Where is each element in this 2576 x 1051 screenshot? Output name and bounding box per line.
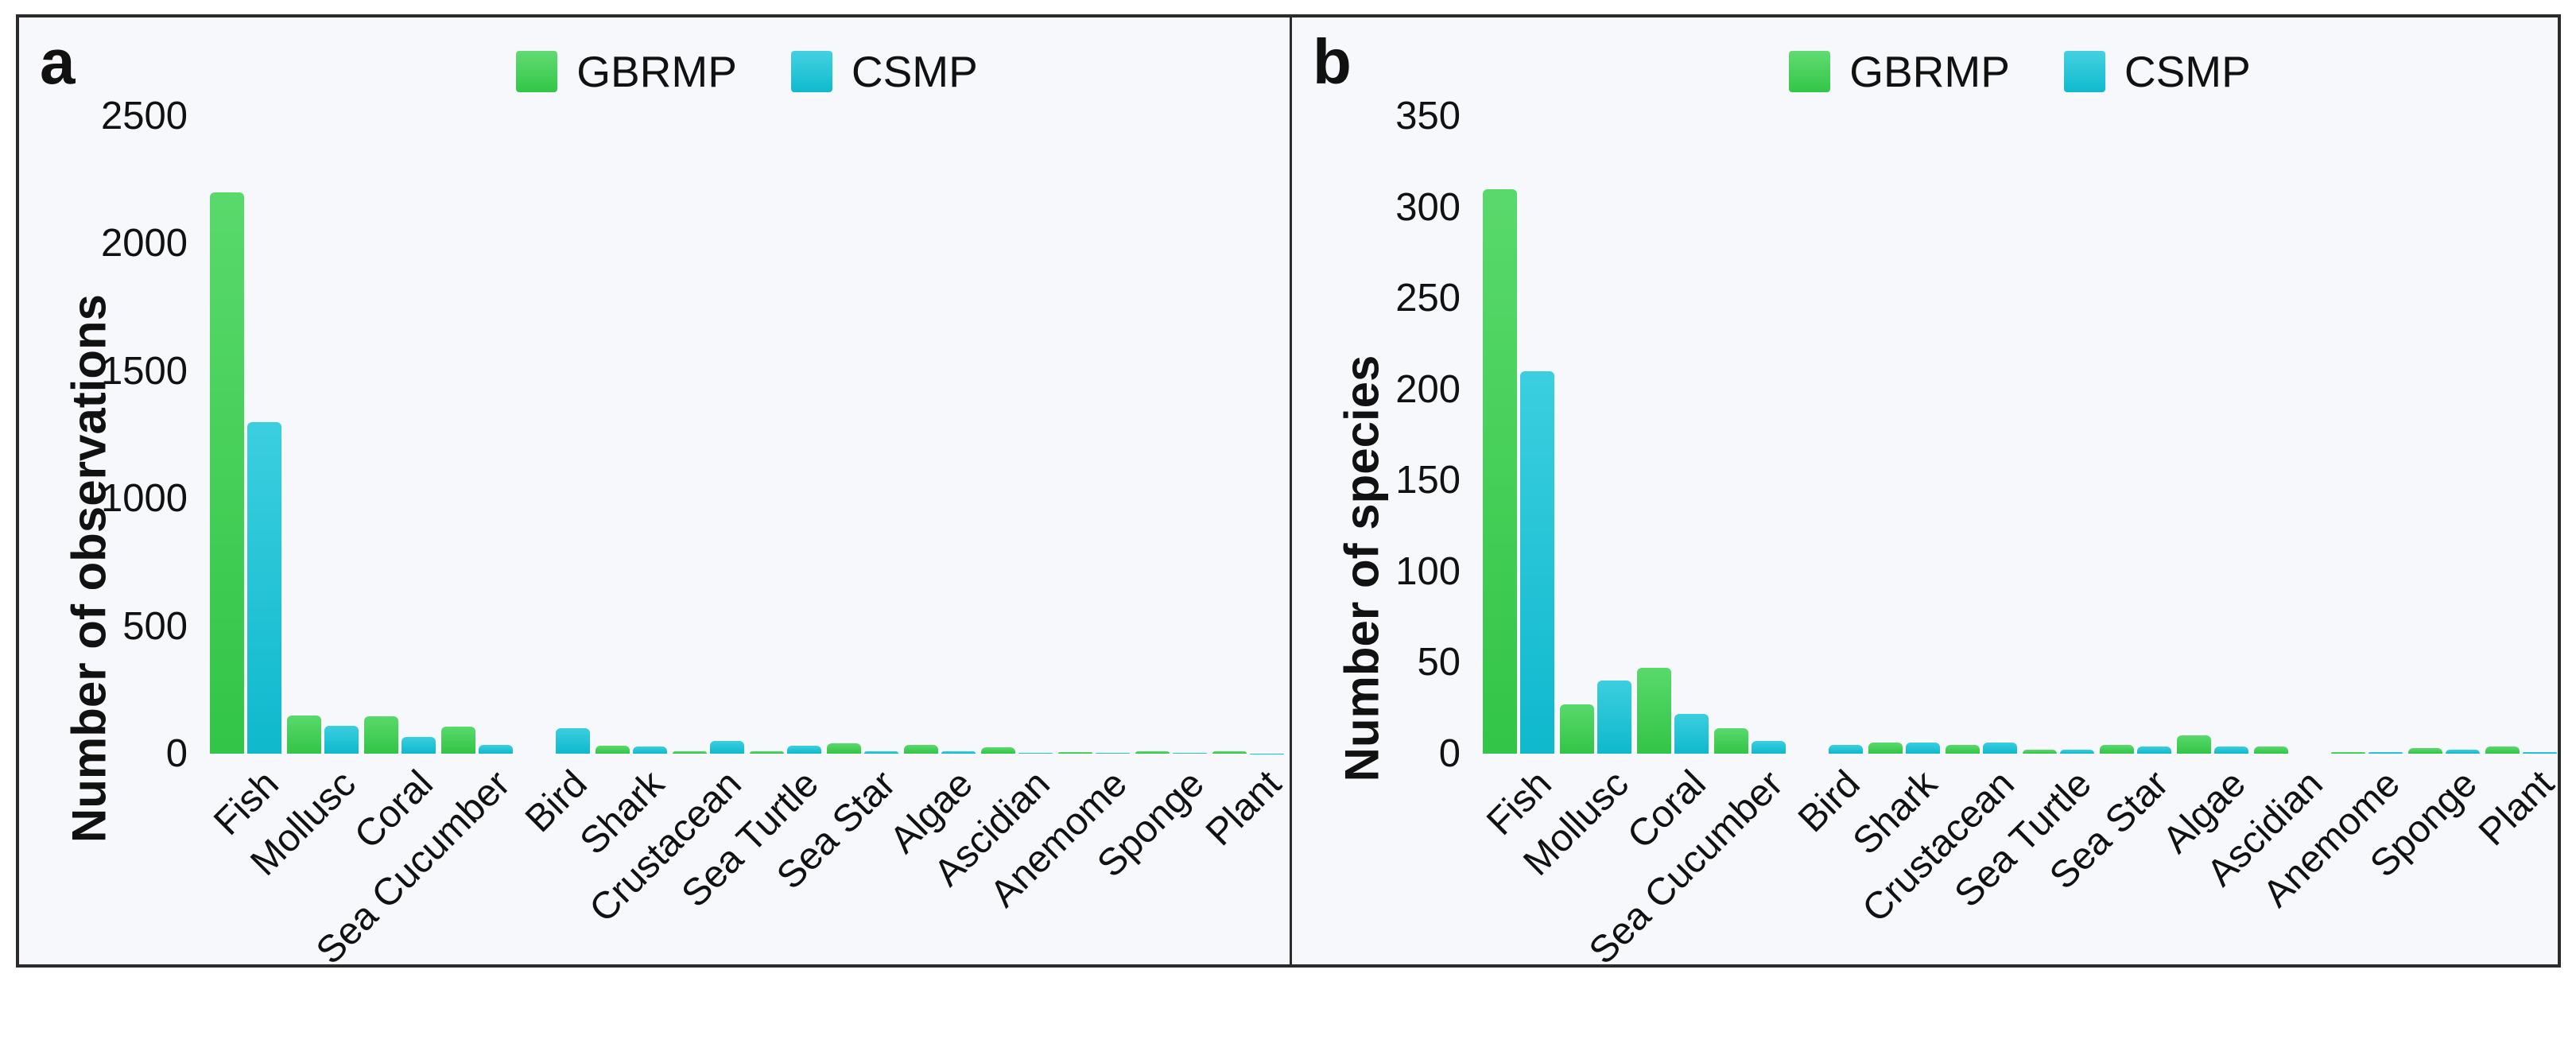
y-tick-1000: 1000	[19, 476, 188, 521]
bar-gbrmp-shark	[596, 746, 630, 754]
bar-gbrmp-shark	[1868, 743, 1903, 754]
legend-label-csmp: CSMP	[2124, 48, 2251, 95]
bar-csmp-fish	[247, 422, 281, 754]
bar-csmp-anemome	[1096, 753, 1130, 754]
y-tick-2000: 2000	[19, 221, 188, 266]
bar-csmp-algae	[941, 751, 976, 754]
bar-gbrmp-sea-star	[2100, 745, 2134, 754]
y-tick-50: 50	[1292, 640, 1461, 685]
bar-gbrmp-ascidian	[981, 747, 1015, 754]
panel-b-legend: GBRMP CSMP	[1483, 46, 2557, 97]
bar-gbrmp-sea-turtle	[750, 751, 784, 754]
bar-csmp-bird	[556, 728, 590, 754]
bar-gbrmp-sponge	[2408, 748, 2442, 754]
bar-csmp-crustacean	[710, 741, 744, 754]
y-tick-100: 100	[1292, 549, 1461, 594]
bar-csmp-plant	[2523, 752, 2557, 754]
bar-csmp-ascidian	[1018, 753, 1053, 754]
bar-csmp-sea-cucumber	[1752, 741, 1786, 754]
y-tick-0: 0	[19, 731, 188, 776]
bar-csmp-sea-turtle	[2060, 750, 2094, 754]
bar-gbrmp-fish	[1483, 189, 1517, 754]
bar-gbrmp-algae	[904, 745, 938, 754]
legend-label-gbrmp: GBRMP	[576, 48, 737, 95]
y-tick-500: 500	[19, 604, 188, 649]
bar-gbrmp-mollusc	[287, 716, 321, 754]
y-tick-350: 350	[1292, 94, 1461, 138]
bar-gbrmp-fish	[210, 192, 244, 754]
legend-item-gbrmp: GBRMP	[516, 48, 737, 95]
bar-gbrmp-sea-cucumber	[441, 727, 475, 754]
bar-gbrmp-coral	[364, 716, 398, 754]
legend-item-csmp: CSMP	[2064, 48, 2251, 95]
bar-csmp-anemome	[2368, 752, 2403, 754]
legend-item-csmp: CSMP	[791, 48, 978, 95]
bar-gbrmp-anemome	[1058, 752, 1092, 754]
bar-gbrmp-crustacean	[1946, 745, 1980, 754]
bar-gbrmp-sponge	[1135, 751, 1170, 754]
bar-csmp-sponge	[1173, 753, 1207, 754]
legend-item-gbrmp: GBRMP	[1789, 48, 2010, 95]
y-tick-250: 250	[1292, 276, 1461, 320]
bar-csmp-crustacean	[1983, 743, 2017, 754]
bar-csmp-coral	[1674, 714, 1709, 754]
legend-swatch-gbrmp	[516, 51, 557, 92]
legend-swatch-gbrmp	[1789, 51, 1830, 92]
bar-gbrmp-sea-cucumber	[1714, 728, 1748, 754]
legend-label-csmp: CSMP	[852, 48, 978, 95]
bar-csmp-coral	[402, 737, 436, 754]
bar-csmp-mollusc	[1597, 681, 1631, 754]
bar-csmp-mollusc	[324, 726, 359, 754]
panel-b-letter: b	[1313, 29, 1352, 95]
legend-swatch-csmp	[2064, 51, 2105, 92]
bar-csmp-algae	[2214, 747, 2248, 754]
panel-a-legend: GBRMP CSMP	[210, 46, 1284, 97]
bar-gbrmp-coral	[1637, 668, 1671, 754]
legend-swatch-csmp	[791, 51, 832, 92]
y-tick-200: 200	[1292, 367, 1461, 412]
bar-csmp-fish	[1520, 371, 1554, 754]
bar-gbrmp-ascidian	[2254, 747, 2288, 754]
y-tick-0: 0	[1292, 731, 1461, 776]
y-tick-1500: 1500	[19, 349, 188, 394]
bar-csmp-sea-cucumber	[479, 745, 513, 754]
legend-label-gbrmp: GBRMP	[1849, 48, 2010, 95]
y-tick-2500: 2500	[19, 94, 188, 138]
bar-gbrmp-sea-star	[827, 743, 861, 754]
y-tick-300: 300	[1292, 185, 1461, 230]
bar-gbrmp-crustacean	[673, 751, 707, 754]
page: { "figure": { "page_background": "#fffff…	[0, 0, 2576, 990]
bar-gbrmp-mollusc	[1560, 704, 1594, 754]
panel-a-letter: a	[40, 29, 76, 95]
bar-gbrmp-anemome	[2331, 752, 2365, 754]
bar-gbrmp-sea-turtle	[2023, 750, 2057, 754]
bar-gbrmp-algae	[2177, 735, 2211, 754]
bar-csmp-sea-star	[2137, 747, 2171, 754]
bar-csmp-bird	[1829, 745, 1863, 754]
y-tick-150: 150	[1292, 458, 1461, 502]
bar-gbrmp-plant	[1212, 751, 1247, 754]
bar-csmp-sea-turtle	[787, 746, 821, 754]
bar-csmp-shark	[1906, 743, 1940, 754]
bar-csmp-sponge	[2446, 750, 2480, 754]
bar-gbrmp-plant	[2485, 747, 2520, 754]
bar-csmp-shark	[633, 747, 667, 754]
bar-csmp-sea-star	[864, 751, 898, 754]
